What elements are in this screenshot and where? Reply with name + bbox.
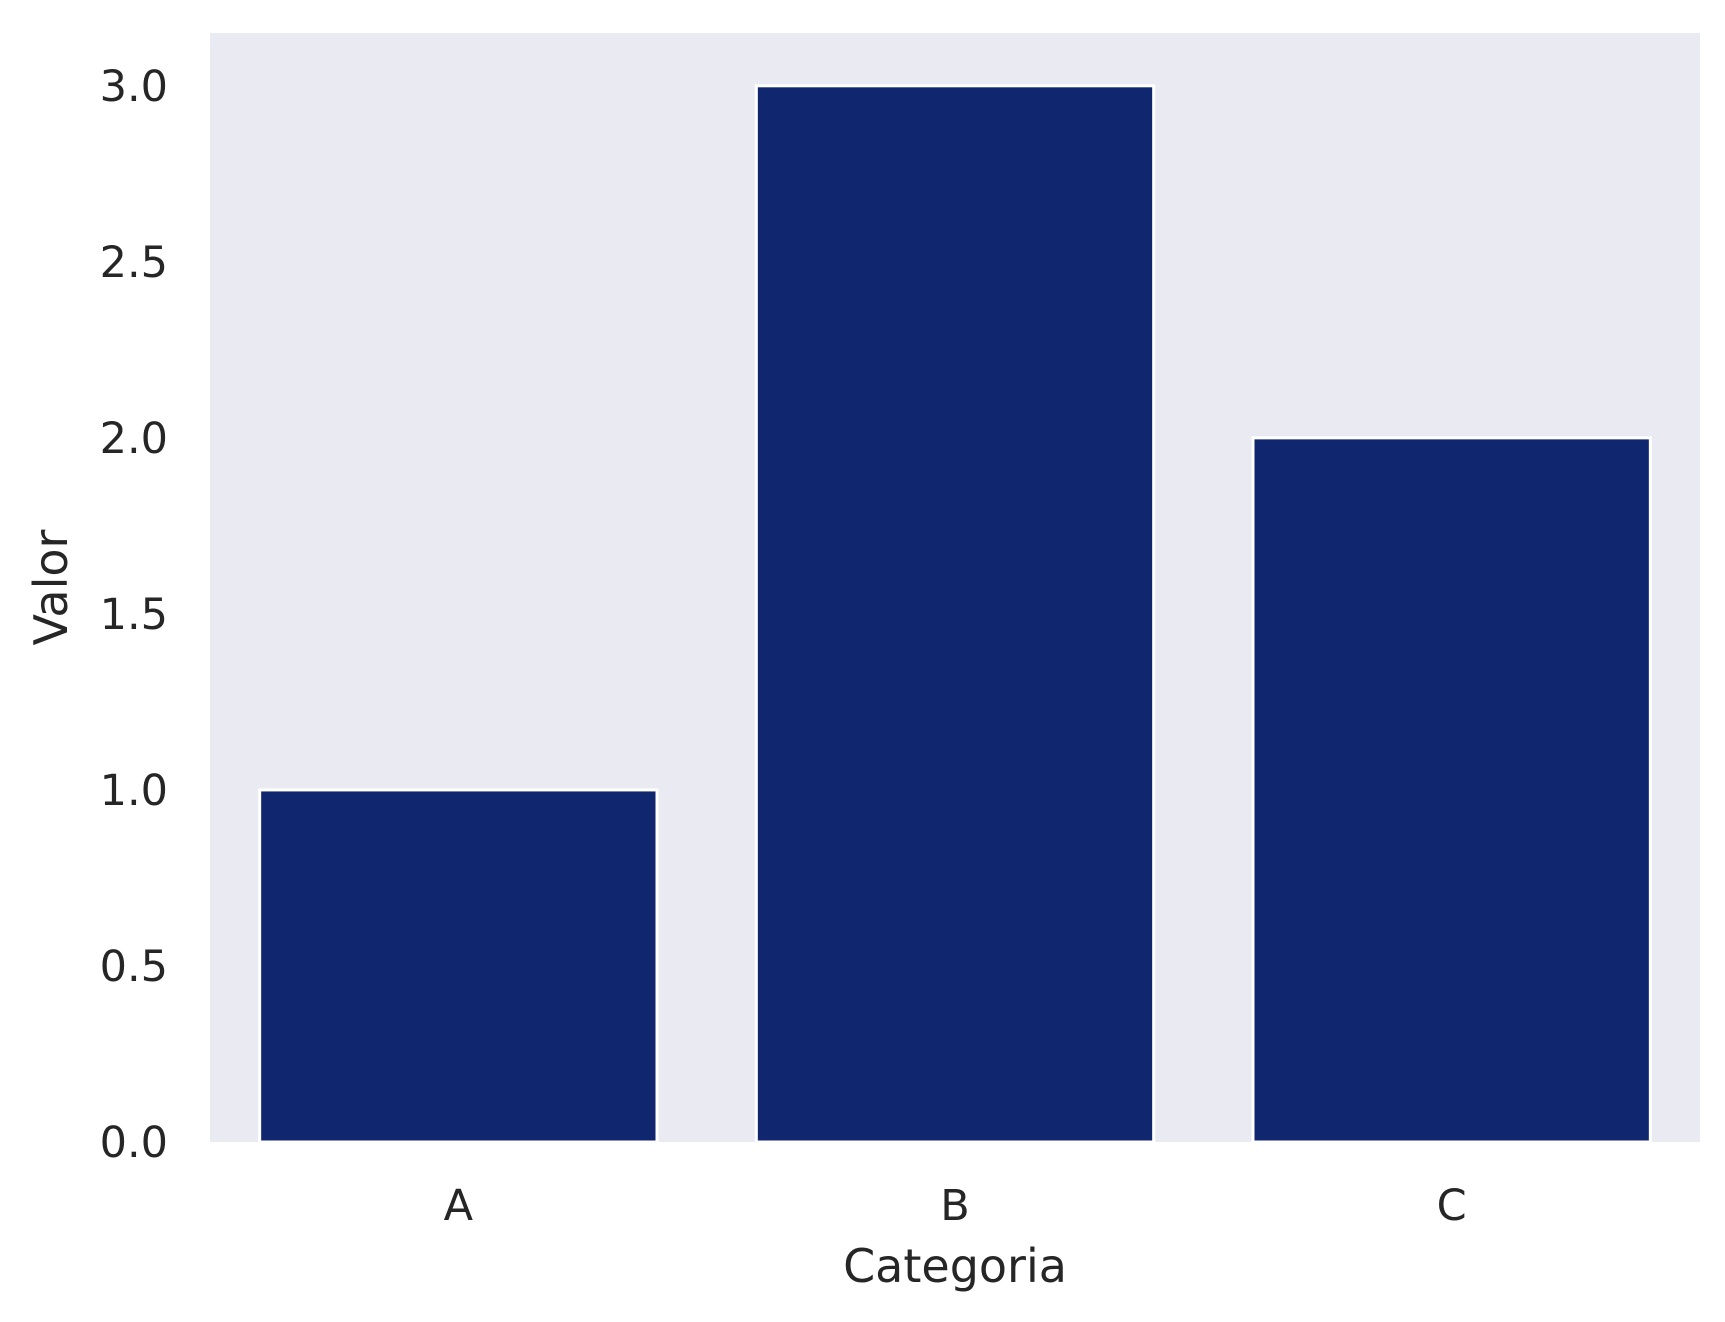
y-tick-label: 0.0 — [100, 1118, 168, 1168]
bar-B — [754, 84, 1156, 1144]
bar-A — [258, 788, 659, 1144]
x-tick-label-A: A — [444, 1181, 474, 1231]
x-tick-label-B: B — [940, 1181, 970, 1231]
y-tick-label: 2.5 — [100, 238, 168, 288]
y-axis-label: Valor — [24, 529, 78, 645]
x-tick-labels: A B C — [444, 1181, 1467, 1231]
x-tick-label-C: C — [1437, 1181, 1467, 1231]
bar-C — [1251, 436, 1652, 1144]
y-tick-label: 0.5 — [100, 942, 168, 992]
y-tick-labels: 0.0 0.5 1.0 1.5 2.0 2.5 3.0 — [100, 62, 168, 1168]
y-tick-label: 3.0 — [100, 62, 168, 112]
y-tick-label: 2.0 — [100, 414, 168, 464]
x-axis-label: Categoria — [843, 1239, 1067, 1293]
y-tick-label: 1.0 — [100, 766, 168, 816]
bars-layer — [258, 84, 1652, 1144]
y-tick-label: 1.5 — [100, 590, 168, 640]
